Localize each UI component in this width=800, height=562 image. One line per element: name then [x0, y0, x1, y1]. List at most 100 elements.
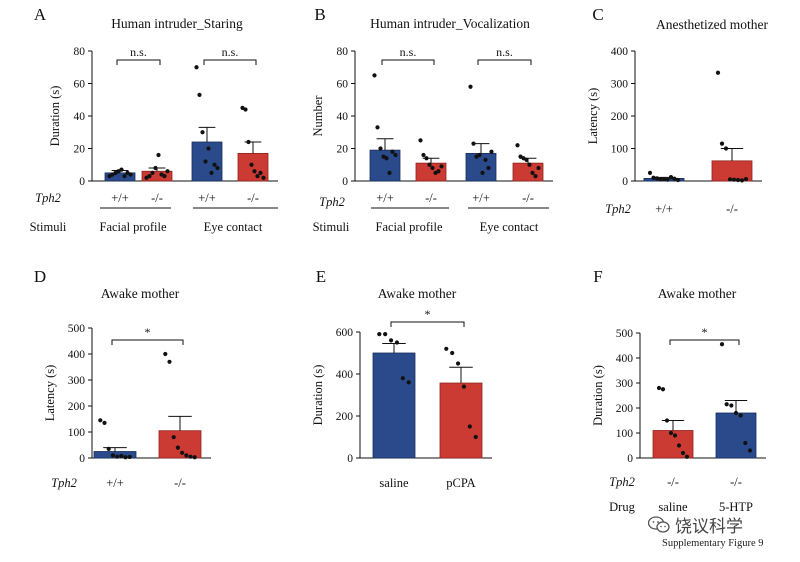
y-axis-label: Latency (s): [43, 365, 57, 422]
y-tick-label: 200: [68, 401, 86, 413]
data-point: [664, 418, 670, 423]
data-point: [430, 165, 435, 171]
y-tick-label: 80: [74, 46, 86, 58]
x-category-label: saline: [658, 500, 688, 514]
data-point: [684, 454, 690, 459]
y-tick-label: 100: [616, 428, 634, 440]
y-tick-label: 0: [347, 453, 353, 465]
x-category-label: 5-HTP: [719, 500, 753, 514]
y-tick-label: 400: [336, 369, 354, 381]
data-point: [471, 141, 476, 146]
data-point: [150, 170, 155, 175]
significance-label: *: [145, 325, 151, 339]
data-point: [184, 453, 189, 458]
bar: [158, 430, 202, 459]
data-point: [676, 443, 682, 448]
data-point: [122, 174, 127, 179]
data-point: [421, 152, 426, 158]
data-point: [252, 169, 257, 174]
significance-bracket: [111, 339, 184, 345]
data-point: [719, 342, 725, 347]
panel-b: B Human intruder_Vocalization 0 20 40 60 80 Num…: [311, 5, 553, 234]
data-point: [743, 176, 749, 182]
data-point: [167, 359, 172, 364]
data-point: [383, 332, 388, 337]
data-point: [658, 177, 663, 182]
data-point: [406, 380, 411, 385]
data-point: [533, 174, 538, 179]
stimuli-row-label: Stimuli: [313, 220, 350, 234]
panel-letter: B: [314, 5, 325, 24]
data-point: [128, 172, 133, 177]
data-point: [724, 402, 729, 407]
data-point: [455, 361, 461, 366]
data-point: [723, 146, 729, 151]
data-point: [665, 177, 670, 182]
watermark: 饶议科学: [648, 512, 743, 537]
data-point: [115, 454, 120, 459]
data-point: [127, 454, 132, 460]
y-tick-label: 200: [336, 411, 354, 423]
data-point: [719, 141, 725, 146]
significance-bracket: [477, 59, 532, 65]
significance-label: *: [425, 307, 431, 321]
y-tick-label: 0: [342, 176, 348, 188]
y-tick-label: 60: [337, 79, 349, 91]
y-tick-label: 20: [74, 144, 86, 156]
y-axis-label: Number: [311, 95, 325, 137]
panel-title: Awake mother: [658, 286, 737, 301]
data-point: [180, 450, 185, 455]
significance-bracket: [116, 59, 161, 65]
data-point: [660, 387, 666, 392]
data-point: [156, 152, 161, 158]
panel-title: Anesthetized mother: [656, 17, 769, 32]
data-point: [668, 175, 674, 180]
y-tick-label: 0: [622, 176, 628, 188]
y-tick-label: 80: [337, 46, 349, 58]
data-point: [163, 351, 168, 357]
data-point: [651, 175, 656, 180]
data-point: [450, 350, 455, 356]
x-category-label: -/-: [151, 191, 163, 205]
data-point: [747, 448, 753, 453]
data-point: [735, 177, 741, 183]
x-category-label: -/-: [247, 191, 259, 205]
significance-label: n.s.: [222, 45, 239, 59]
data-point: [378, 146, 383, 151]
y-axis-label: Duration (s): [311, 365, 325, 426]
panel-letter: C: [592, 5, 603, 24]
group-label: Facial profile: [376, 220, 443, 234]
data-point: [110, 453, 115, 458]
x-category-label: +/+: [198, 191, 216, 205]
data-point: [203, 159, 208, 164]
genotype-row-label: Tph2: [605, 202, 631, 216]
data-point: [486, 165, 491, 171]
data-point: [536, 165, 541, 171]
data-point: [102, 420, 107, 425]
data-point: [461, 384, 467, 389]
data-point: [194, 65, 199, 70]
data-point: [119, 167, 124, 172]
data-point: [527, 162, 532, 167]
data-point: [372, 73, 377, 78]
data-point: [200, 130, 205, 135]
data-point: [206, 146, 211, 151]
y-tick-label: 400: [68, 349, 86, 361]
stimuli-row-label: Drug: [609, 500, 635, 514]
stimuli-row-label: Stimuli: [30, 220, 67, 234]
significance-label: n.s.: [400, 45, 417, 59]
data-point: [209, 170, 214, 175]
data-point: [680, 450, 686, 456]
data-point: [261, 175, 266, 180]
data-point: [436, 169, 441, 174]
data-point: [729, 403, 734, 408]
data-point: [524, 157, 529, 162]
data-point: [171, 435, 176, 440]
panel-letter: F: [593, 267, 602, 286]
y-tick-label: 400: [611, 46, 629, 58]
x-category-label: -/-: [522, 191, 534, 205]
data-point: [418, 138, 423, 143]
data-point: [731, 177, 737, 182]
data-point: [439, 164, 444, 169]
genotype-label: -/-: [667, 475, 679, 489]
